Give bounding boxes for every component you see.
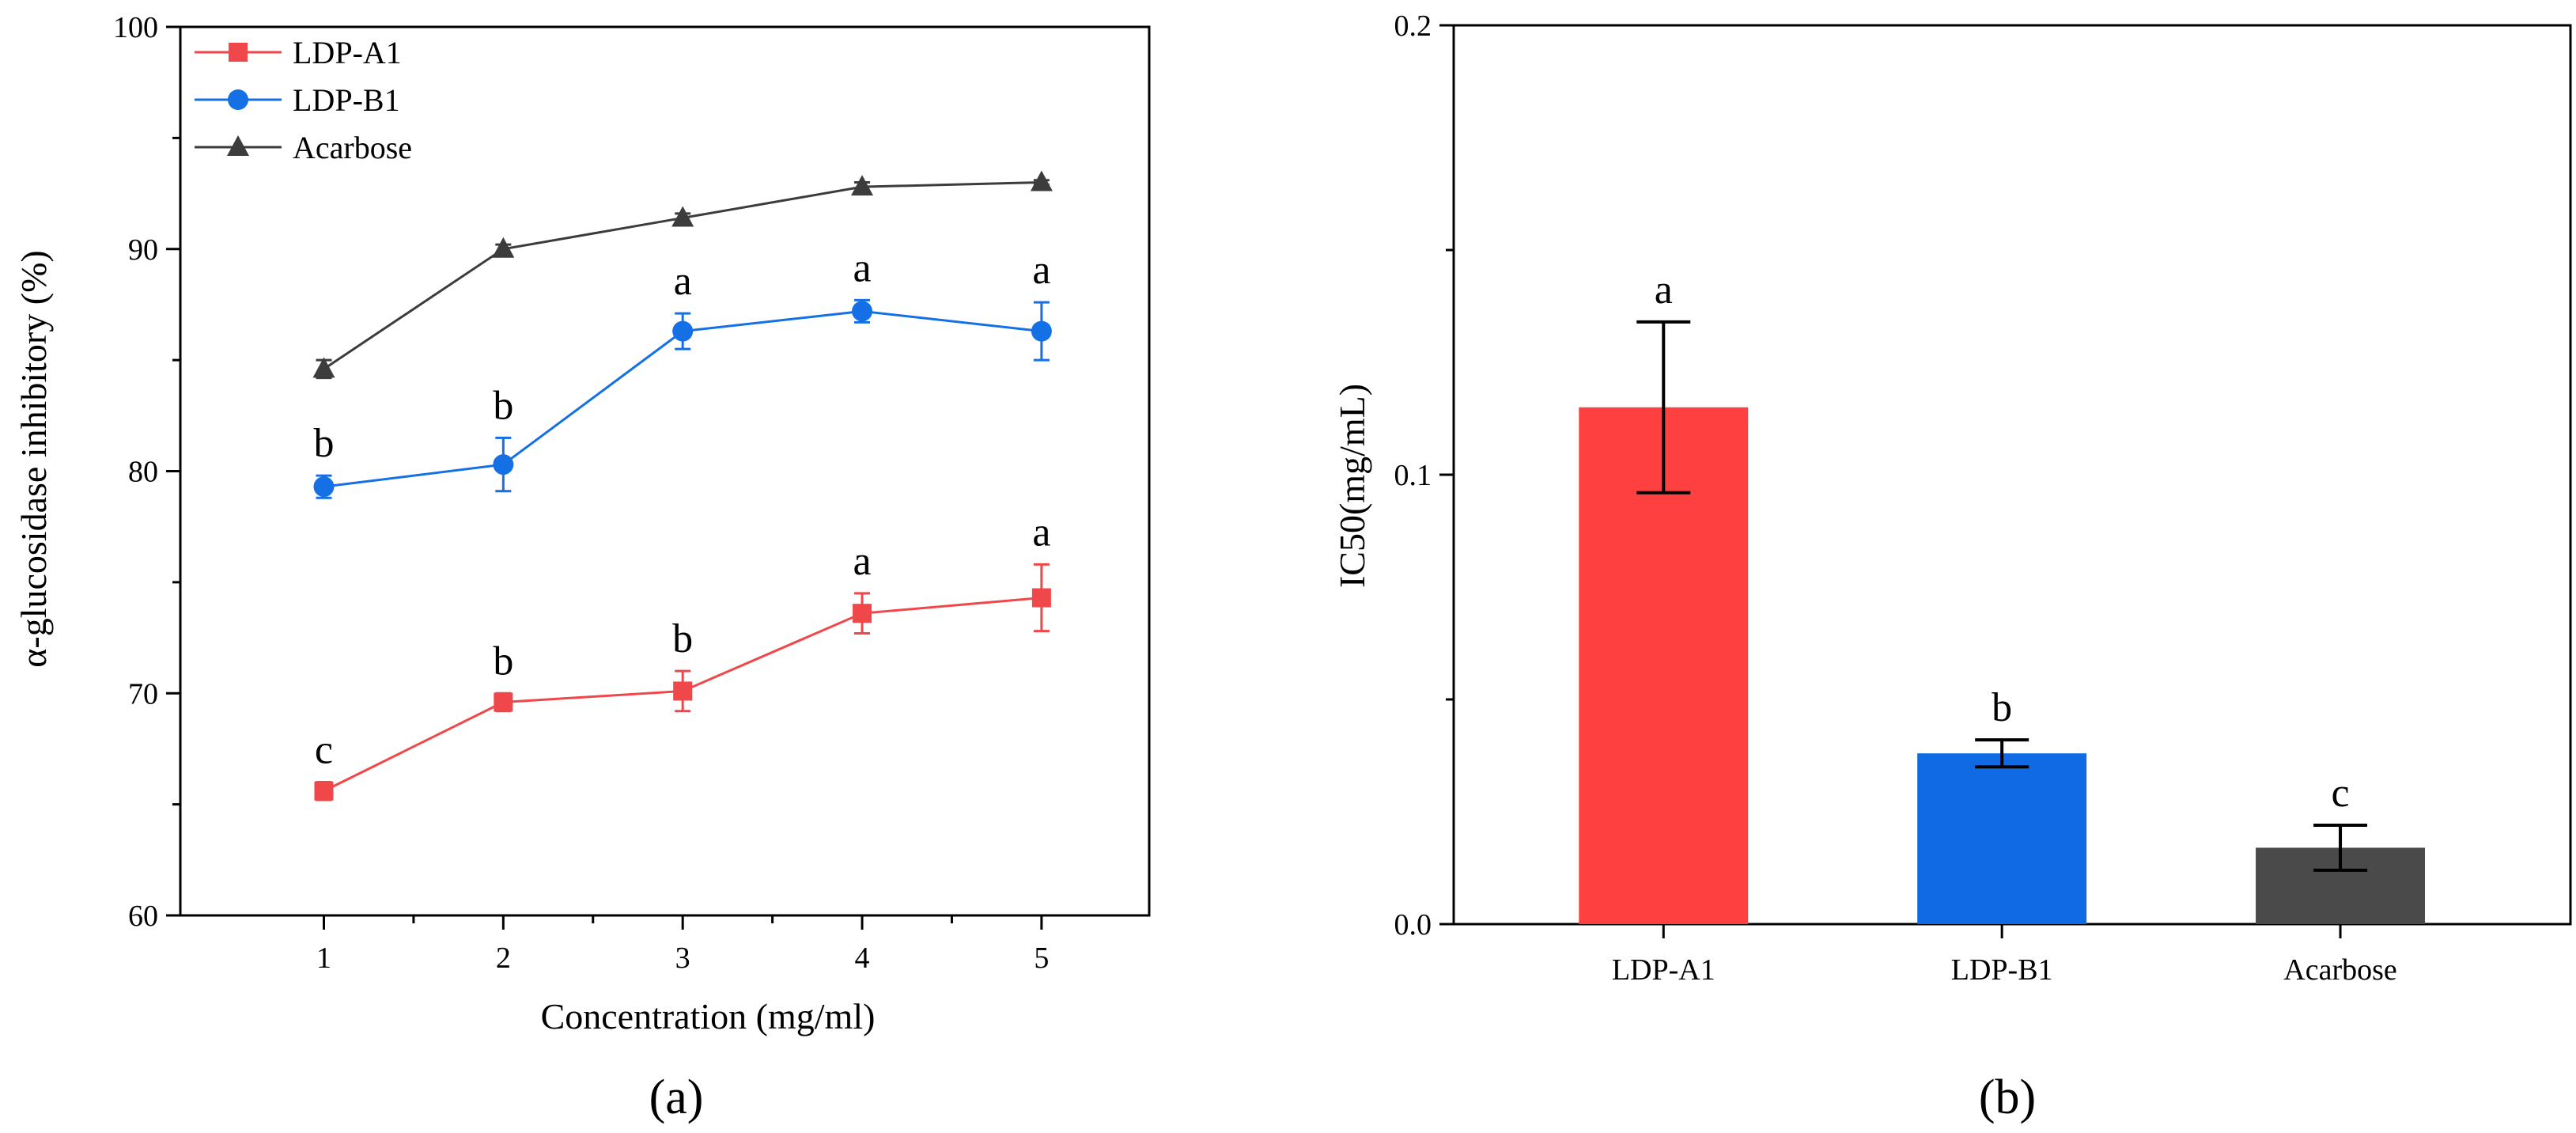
panel-a-tag: (a) <box>649 1070 704 1124</box>
panel-a-x-tick-label: 3 <box>675 942 690 975</box>
panel-a-x-tick-label: 2 <box>496 942 511 975</box>
data-point <box>313 476 335 498</box>
bar <box>1917 753 2087 924</box>
legend-marker <box>229 43 248 62</box>
significance-label: a <box>853 539 871 584</box>
data-point <box>672 320 694 342</box>
data-point <box>853 604 872 623</box>
panel-b-tag: (b) <box>1979 1070 2036 1124</box>
legend-label: LDP-B1 <box>293 82 400 118</box>
panel-b-y-axis-label: IC50(mg/mL) <box>1332 384 1372 588</box>
panel-b-bars: a LDP-A1 b LDP-B1 c Acarbose <box>1579 267 2426 987</box>
significance-label: c <box>315 728 333 773</box>
panel-b-y-tick-label: 0.2 <box>1394 9 1432 43</box>
panel-a-y-tick-label: 70 <box>128 677 158 710</box>
significance-label: c <box>2331 771 2349 816</box>
data-point <box>671 206 694 227</box>
legend-item: LDP-A1 <box>195 35 402 70</box>
significance-label: b <box>493 638 513 684</box>
significance-label: a <box>1032 510 1050 555</box>
panel-a-y-tick-label: 80 <box>128 456 158 489</box>
panel-a-x-ticks: 1 2 3 4 5 <box>316 915 1049 975</box>
panel-a-y-tick-label: 100 <box>113 11 158 44</box>
data-point <box>312 357 335 378</box>
panel-a-series: c b b a a b b a a a <box>312 170 1053 801</box>
series-acarbose <box>312 170 1053 380</box>
x-tick-label: LDP-A1 <box>1612 953 1715 987</box>
legend-marker <box>228 89 248 110</box>
panel-b-y-tick-label: 0.1 <box>1394 459 1432 492</box>
panel-b-bar-chart: 0.0 0.1 0.2 a LDP-A1 b LDP-B1 c Acarbose IC50(m… <box>1332 9 2572 1124</box>
data-point <box>851 175 874 196</box>
panel-a-y-tick-label: 90 <box>128 233 158 267</box>
data-point <box>493 454 514 476</box>
x-tick-label: LDP-B1 <box>1951 953 2053 987</box>
legend-item: Acarbose <box>195 130 412 165</box>
legend-label: Acarbose <box>293 130 412 165</box>
data-point <box>673 681 693 701</box>
series-ldp-a1: c b b a a <box>314 510 1051 801</box>
significance-label: b <box>672 616 693 661</box>
significance-label: a <box>1655 267 1673 313</box>
data-point <box>1031 588 1051 608</box>
bar-group-ldp-b1: b LDP-B1 <box>1917 685 2087 987</box>
significance-label: b <box>493 383 513 428</box>
series-ldp-b1: b b a a a <box>313 245 1052 499</box>
legend-label: LDP-A1 <box>293 35 402 70</box>
panel-a-y-ticks: 60 70 80 90 100 <box>113 11 180 933</box>
x-tick-label: Acarbose <box>2283 953 2396 987</box>
panel-a-x-tick-label: 1 <box>316 942 331 975</box>
significance-label: b <box>313 421 334 466</box>
data-point <box>1030 170 1053 191</box>
data-point <box>494 692 513 712</box>
panel-b-y-tick-label: 0.0 <box>1394 908 1432 942</box>
data-point <box>852 301 873 322</box>
data-point <box>492 237 515 258</box>
significance-label: a <box>853 245 871 290</box>
panel-a-x-tick-label: 4 <box>855 942 870 975</box>
significance-label: a <box>674 259 692 304</box>
legend-item: LDP-B1 <box>195 82 400 118</box>
significance-label: b <box>1992 685 2012 730</box>
panel-a-y-tick-label: 60 <box>128 900 158 933</box>
panel-a-legend: LDP-A1 LDP-B1 Acarbose <box>195 35 412 165</box>
panel-b-y-ticks: 0.0 0.1 0.2 <box>1394 9 1454 942</box>
data-point <box>1031 320 1052 342</box>
data-point <box>314 781 334 801</box>
bar-group-ldp-a1: a LDP-A1 <box>1579 267 1749 987</box>
bar-group-acarbose: c Acarbose <box>2256 771 2426 987</box>
panel-a-line-chart: 60 70 80 90 100 1 2 3 4 5 c b b a a b b a a a LDP-A1 LDP-B… <box>13 11 1151 1124</box>
panel-a-x-tick-label: 5 <box>1034 942 1049 975</box>
significance-label: a <box>1032 248 1050 293</box>
panel-a-x-axis-label: Concentration (mg/ml) <box>541 996 876 1036</box>
panel-a-y-axis-label: α-glucosidase inhibitory (%) <box>13 250 54 667</box>
legend-marker <box>227 135 249 156</box>
